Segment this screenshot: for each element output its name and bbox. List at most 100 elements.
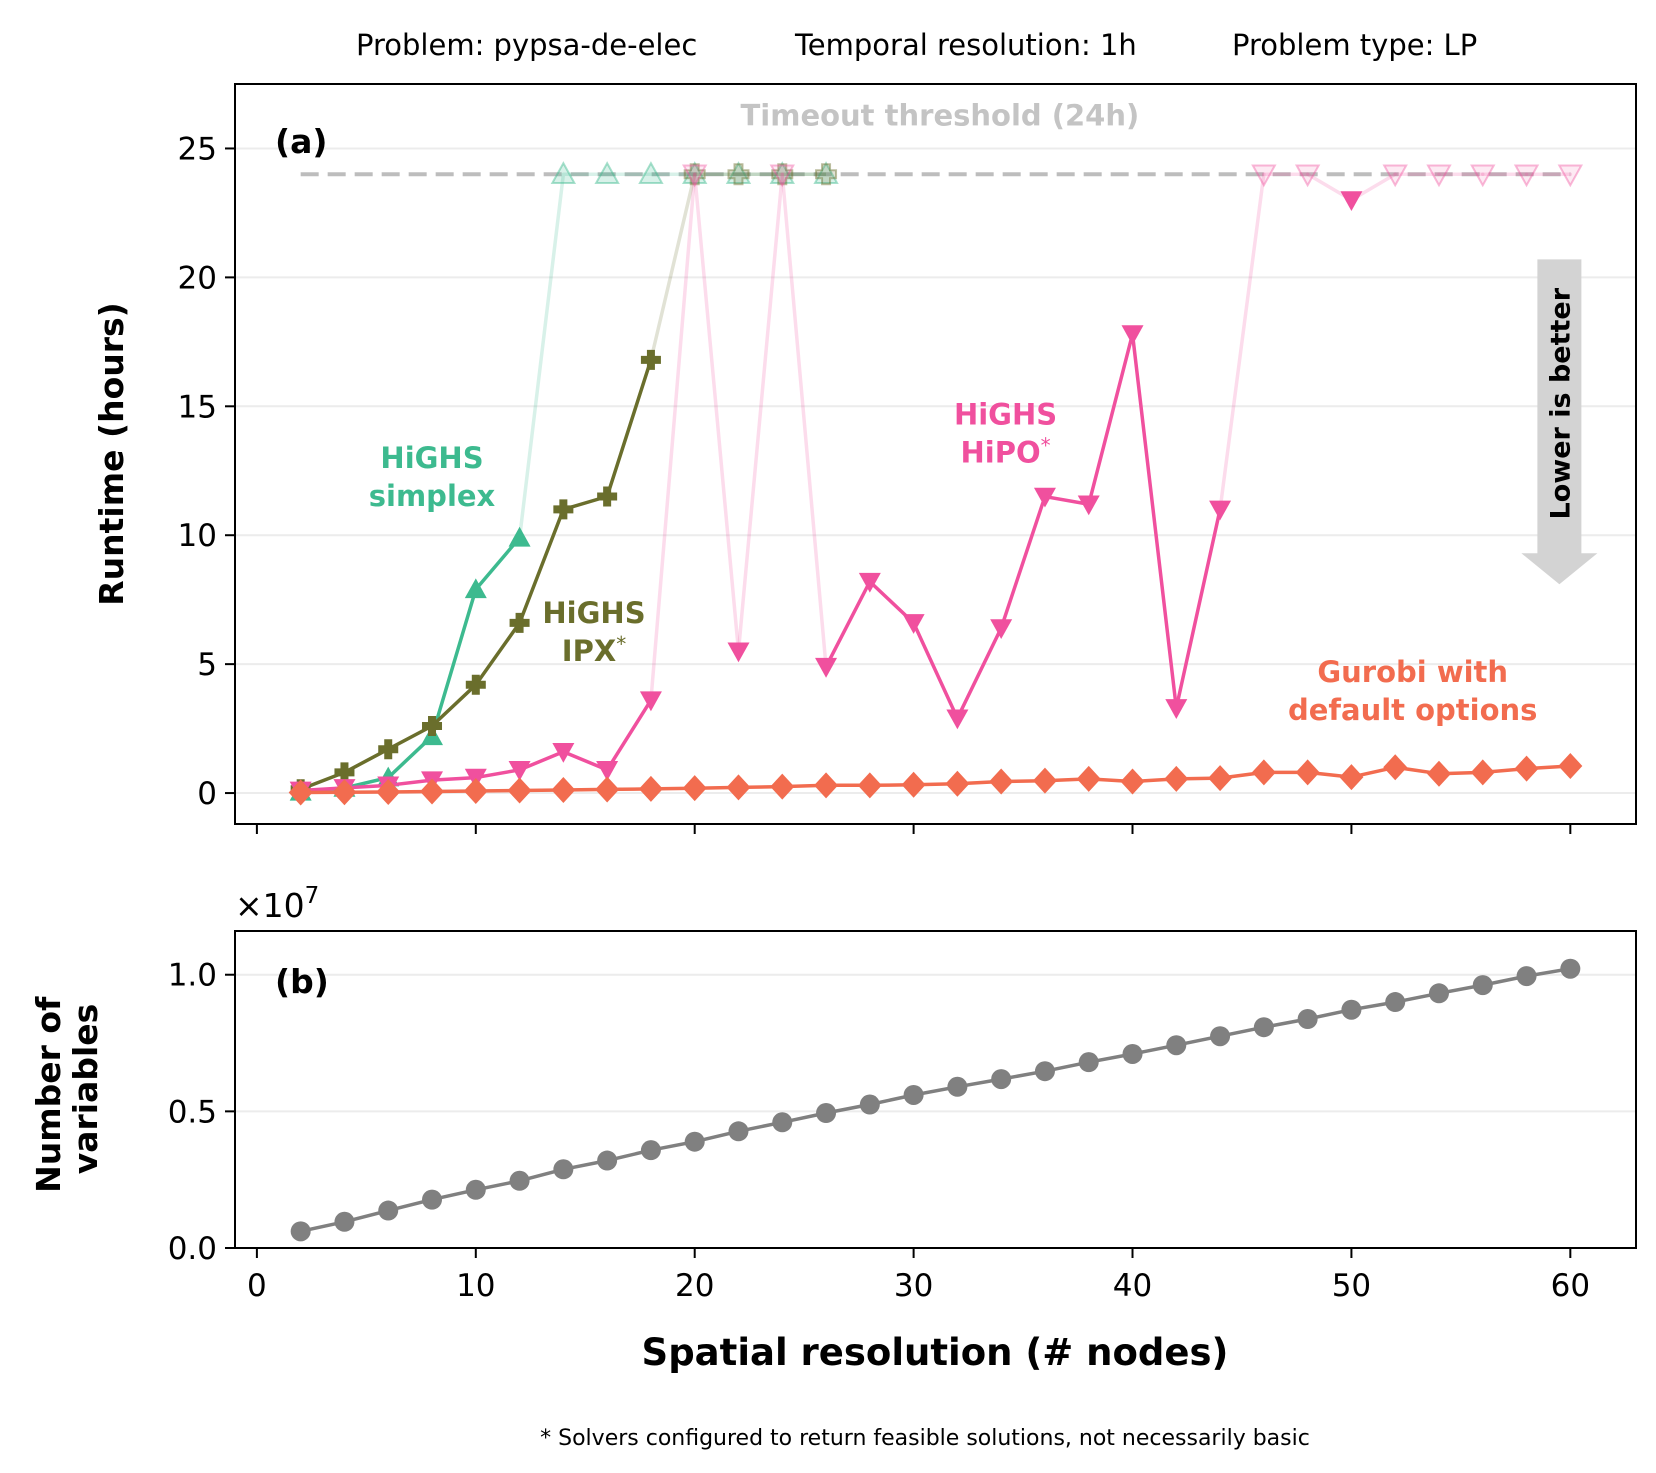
gurobi-marker: [1208, 765, 1233, 792]
highs-ipx-marker: [465, 674, 486, 695]
timeout-label: Timeout threshold (24h): [741, 98, 1140, 132]
gurobi-line: [300, 764, 1571, 795]
highs-hipo-segment: [736, 172, 785, 653]
y-tick-label-b: 1.0: [168, 958, 217, 994]
variables-marker: [991, 1069, 1012, 1090]
y-tick-label-a: 10: [178, 518, 217, 554]
highs-hipo-marker: [1033, 487, 1056, 508]
highs-ipx-timeout-marker: [727, 163, 750, 186]
header-ptype: Problem type: LP: [1232, 28, 1477, 62]
highs-hipo-segment: [649, 172, 697, 702]
gurobi-marker: [1426, 760, 1451, 787]
arrow-label: Lower is better: [1545, 287, 1576, 519]
x-ticks-b: 0 10 20 30 40 50 60: [247, 1248, 1590, 1304]
highs-hipo-marker: [596, 761, 619, 781]
panel-label-a: (a): [275, 122, 327, 161]
gurobi-marker: [1295, 759, 1320, 786]
gurobi-marker: [288, 779, 313, 806]
gurobi-marker: [463, 777, 488, 804]
highs-simplex-timeout-marker: [550, 161, 577, 185]
highs-hipo-label-line2: HiPO: [960, 435, 1040, 469]
highs-ipx-timeout-marker: [771, 163, 794, 186]
timeout-threshold: Timeout threshold (24h): [300, 98, 1571, 177]
y-tick-label-a: 5: [197, 647, 217, 683]
gurobi-marker: [1339, 764, 1364, 791]
highs-ipx-marker: [640, 349, 661, 370]
highs-simplex-timeout-marker: [725, 161, 752, 185]
variables-marker: [684, 1131, 705, 1152]
variables-marker: [772, 1112, 793, 1133]
x-tick-label: 10: [456, 1268, 495, 1304]
highs-hipo-segment: [1174, 507, 1222, 710]
highs-simplex-timeout-marker: [769, 161, 795, 185]
gurobi-marker: [989, 768, 1014, 795]
scale-multiplier-base: ×10: [235, 886, 305, 925]
highs-ipx-marker: [378, 739, 399, 760]
plot-frame-a: [234, 83, 1637, 825]
highs-hipo-timeout-marker: [1557, 164, 1584, 188]
variables-marker: [728, 1121, 749, 1142]
series-b: [290, 958, 1581, 1242]
panel-label-b: (b): [275, 962, 329, 1001]
x-tick-label: 50: [1332, 1268, 1371, 1304]
lower-is-better-arrow: Lower is better: [1521, 259, 1598, 585]
variables-marker: [509, 1170, 530, 1191]
arrow-shape: [1521, 259, 1598, 585]
x-tick-label: 30: [894, 1268, 933, 1304]
header-problem: Problem: pypsa-de-elec: [356, 28, 697, 62]
footnote: * Solvers configured to return feasible …: [540, 1426, 1310, 1451]
highs-simplex-timeout-marker: [594, 161, 620, 185]
x-tick-label: 0: [247, 1268, 267, 1304]
gurobi-marker: [1251, 759, 1276, 786]
variables-marker: [553, 1159, 574, 1180]
gurobi-marker: [1558, 752, 1583, 779]
y-axis-label-b-line1: Number of: [29, 996, 68, 1193]
variables-marker: [1472, 975, 1493, 996]
highs-hipo-marker: [552, 743, 575, 763]
highs-ipx-label-line1: HiGHS: [542, 596, 645, 630]
highs-hipo-marker: [946, 709, 969, 730]
highs-hipo-segment: [474, 768, 522, 780]
highs-hipo-label-line1: HiGHS: [954, 397, 1057, 431]
highs-simplex-label-line1: HiGHS: [380, 441, 483, 475]
highs-hipo-marker: [1077, 495, 1100, 516]
gurobi-marker: [1514, 755, 1539, 782]
variables-marker: [378, 1200, 399, 1221]
highs-simplex-timeout-marker: [682, 161, 708, 185]
highs-hipo-timeout-marker: [1470, 164, 1496, 188]
variables-marker: [1122, 1043, 1143, 1064]
highs-hipo-marker: [902, 614, 925, 634]
gurobi-marker: [726, 774, 751, 801]
variables-marker: [1341, 999, 1362, 1020]
highs-hipo-timeout-marker: [1513, 164, 1540, 188]
highs-simplex-label-line2: simplex: [369, 479, 496, 513]
highs-hipo-segment: [955, 626, 1003, 721]
y-tick-label-a: 25: [178, 131, 217, 167]
highs-hipo-segment: [824, 579, 872, 669]
gurobi-marker: [901, 771, 926, 798]
y-ticks-a: 0 5 10 15 20 25: [178, 131, 235, 812]
variables-marker: [1034, 1061, 1055, 1082]
x-tick-label: 60: [1551, 1268, 1590, 1304]
variables-marker: [290, 1221, 311, 1242]
highs-ipx-marker: [597, 486, 618, 507]
variables-marker: [1428, 983, 1449, 1004]
gurobi-marker: [595, 776, 620, 803]
variables-marker: [1385, 992, 1406, 1013]
y-tick-label-b: 0.5: [168, 1094, 217, 1130]
gurobi-marker: [638, 775, 663, 802]
gurobi-marker: [857, 772, 882, 799]
variables-marker: [597, 1150, 618, 1171]
x-axis-label: Spatial resolution (# nodes): [642, 1331, 1229, 1374]
gurobi-marker: [1032, 767, 1057, 794]
highs-hipo-segment: [386, 778, 434, 788]
y-axis-label-b: Number of variables: [29, 985, 105, 1193]
variables-marker: [1078, 1052, 1099, 1073]
y-tick-label-b: 0.0: [168, 1231, 217, 1267]
highs-hipo-timeout-marker: [1382, 164, 1408, 188]
gurobi-marker: [682, 775, 707, 802]
highs-hipo-timeout-marker: [769, 164, 795, 188]
y-axis-label-a: Runtime (hours): [92, 302, 131, 605]
gurobi-marker: [1120, 768, 1145, 795]
